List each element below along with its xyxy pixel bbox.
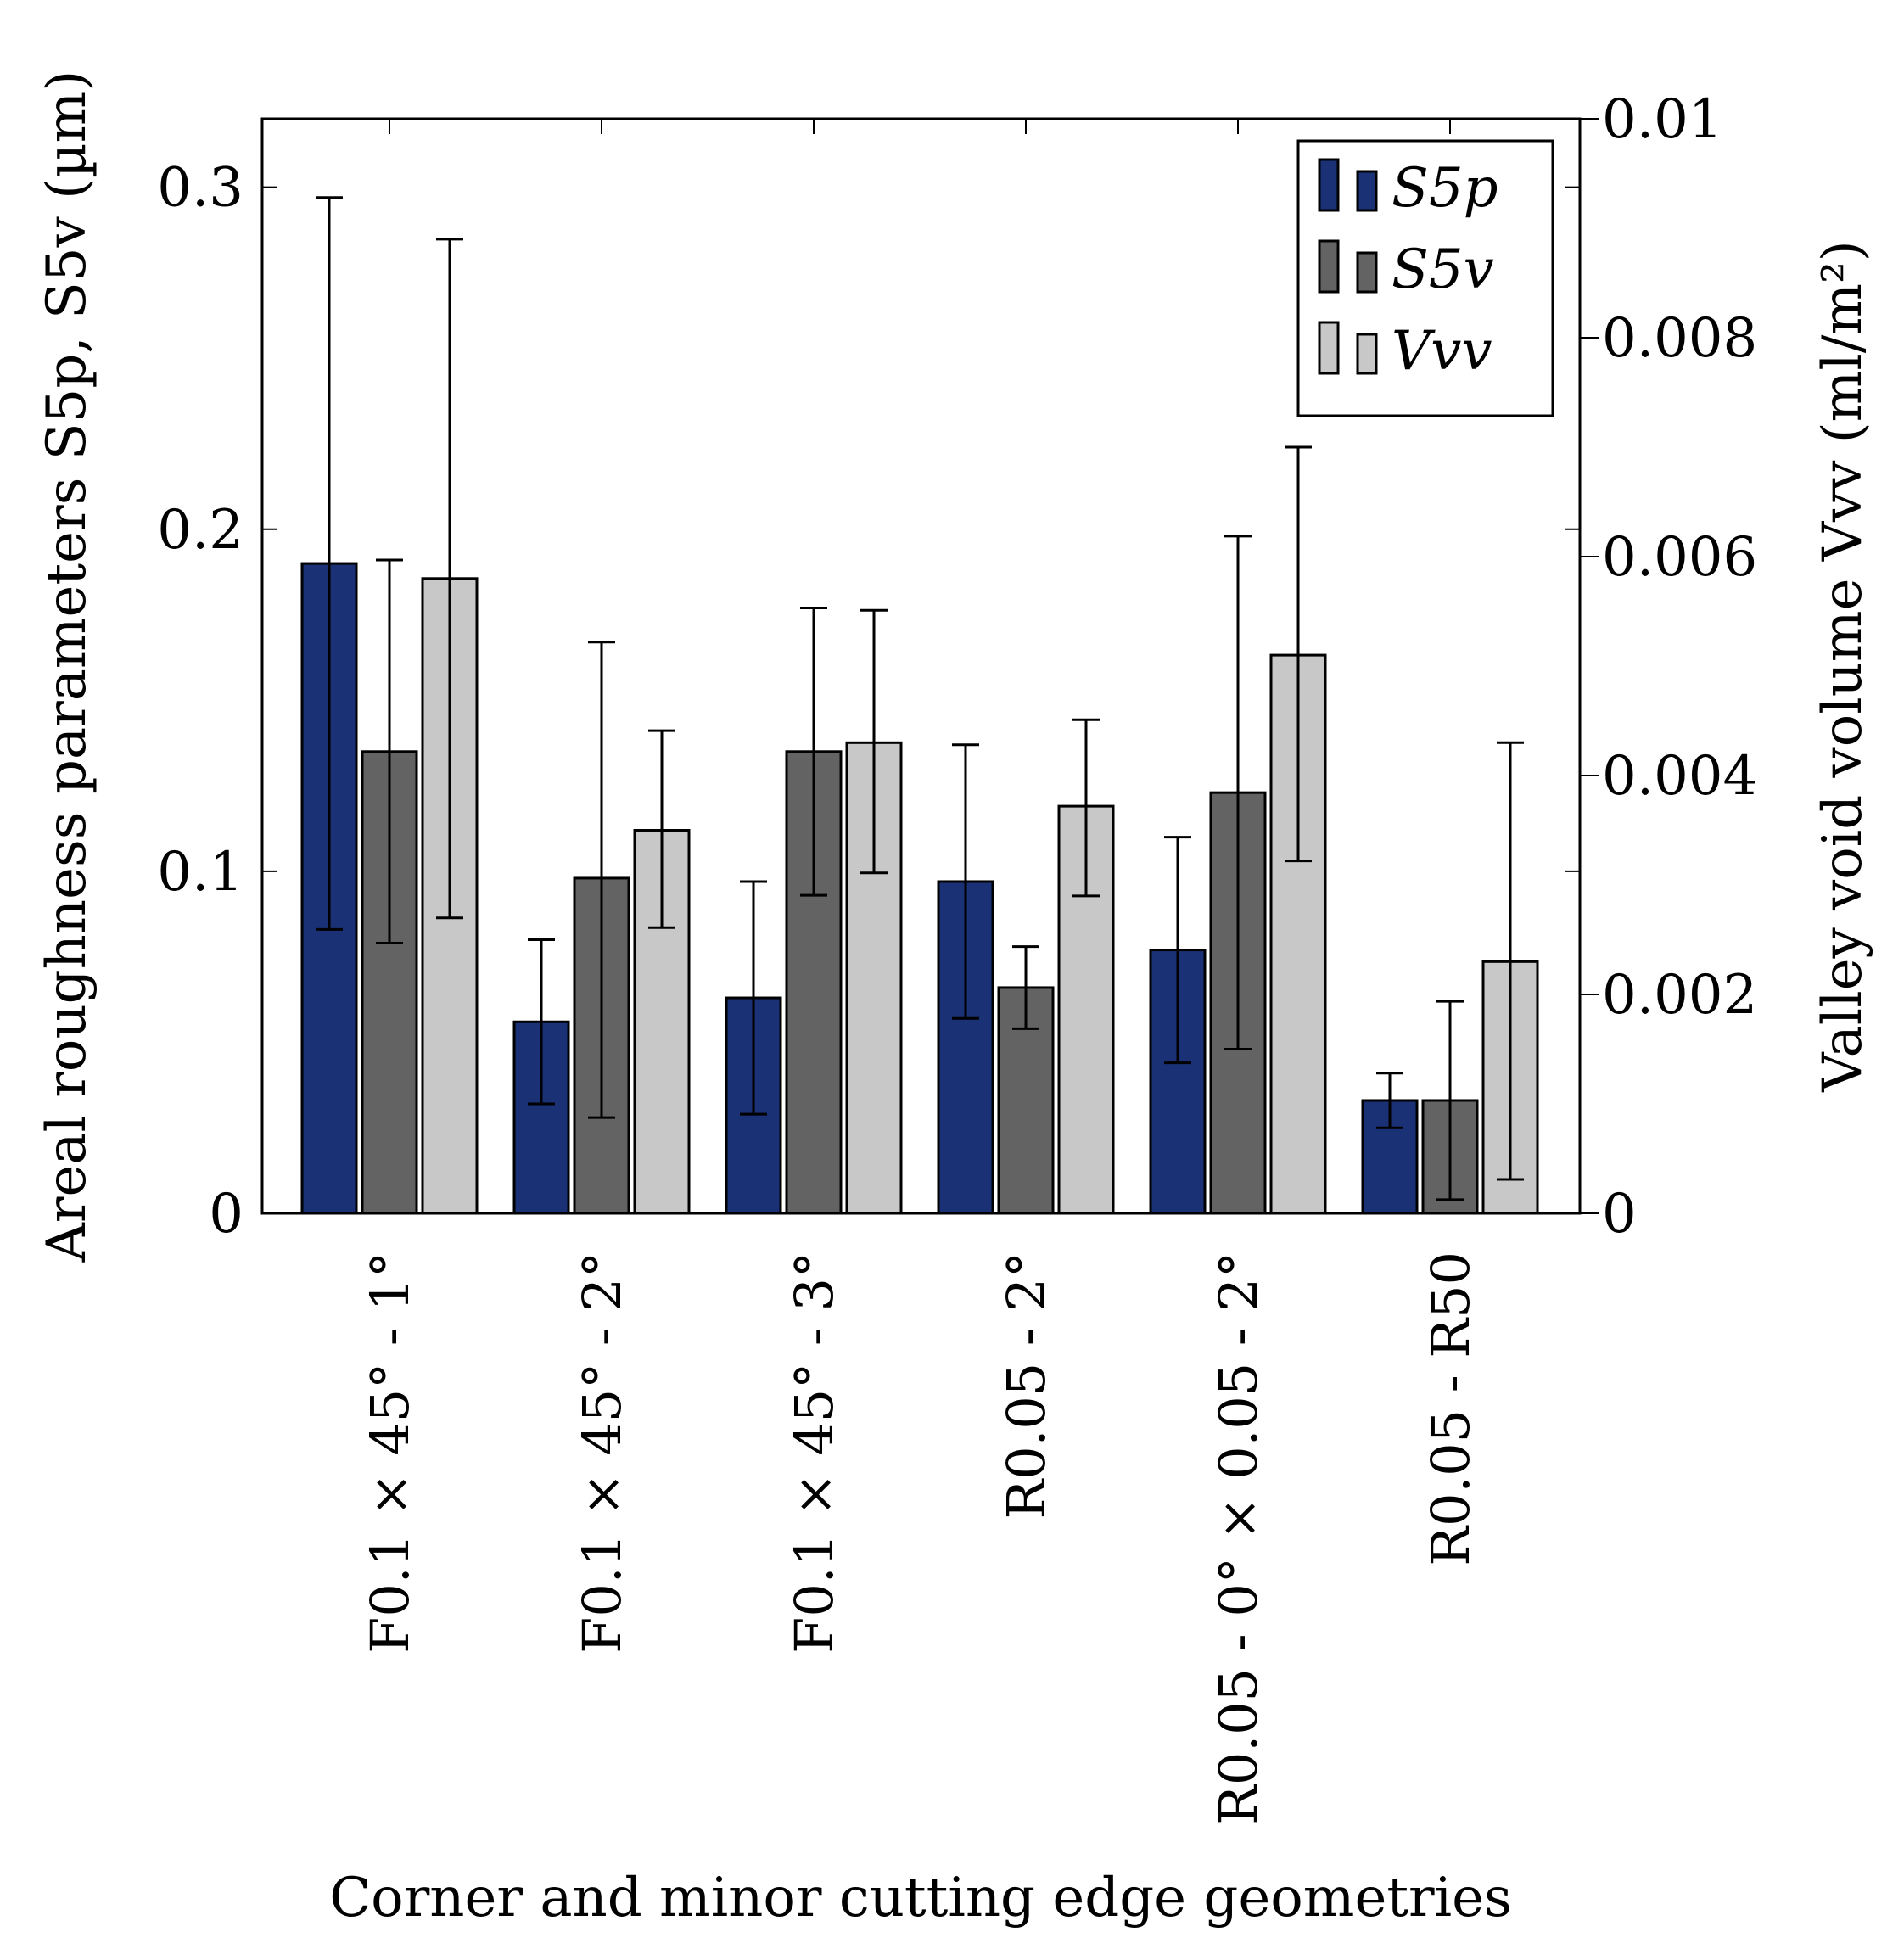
bar-s5p xyxy=(937,880,994,1215)
left-y-tick-label: 0 xyxy=(209,1183,244,1246)
category-label: R0.05 - 0° × 0.05 - 2° xyxy=(1207,1252,1269,1825)
legend-swatch-small-s5p xyxy=(1356,170,1378,212)
axis-ticks xyxy=(262,118,1599,1214)
error-bars xyxy=(316,196,1524,1201)
category-label: F0.1 × 45° - 1° xyxy=(359,1252,421,1654)
legend-swatch-small-vvv xyxy=(1356,333,1378,375)
bars xyxy=(300,562,1539,1215)
category-label: R0.05 - 2° xyxy=(995,1252,1057,1520)
legend-label-s5p: S5p xyxy=(1392,157,1498,220)
left-y-tick-labels: 0 0.1 0.2 0.3 xyxy=(157,157,244,1246)
left-y-tick-label: 0.3 xyxy=(157,157,244,220)
legend-label-vvv: Vvv xyxy=(1392,320,1492,383)
right-y-tick-label: 0 xyxy=(1602,1183,1637,1246)
right-y-tick-label: 0.01 xyxy=(1602,88,1723,151)
right-y-tick-label: 0.006 xyxy=(1602,526,1757,589)
right-y-tick-label: 0.002 xyxy=(1602,964,1757,1027)
category-label: R0.05 - R50 xyxy=(1420,1252,1481,1566)
legend-swatch-s5p xyxy=(1318,158,1340,212)
category-label: F0.1 × 45° - 2° xyxy=(571,1252,633,1654)
left-y-tick-label: 0.2 xyxy=(157,499,244,562)
right-y-tick-labels: 0 0.002 0.004 0.006 0.008 0.01 xyxy=(1602,88,1757,1246)
category-label: F0.1 × 45° - 3° xyxy=(783,1252,845,1654)
bar-s5p xyxy=(1149,949,1207,1215)
x-axis-title: Corner and minor cutting edge geometries xyxy=(329,1867,1512,1929)
right-y-tick-label: 0.008 xyxy=(1602,307,1757,370)
legend-label-s5v: S5v xyxy=(1392,238,1494,301)
legend-swatch-s5v xyxy=(1318,239,1340,294)
y-axis-title-right: Valley void volume Vvv (ml/m²) xyxy=(1812,240,1874,1092)
legend-swatch-vvv xyxy=(1318,321,1340,375)
left-y-tick-label: 0.1 xyxy=(157,841,244,904)
legend-box xyxy=(1296,139,1554,417)
legend-swatch-small-s5v xyxy=(1356,251,1378,294)
plot-frame xyxy=(260,117,1582,1215)
y-axis-title-left: Areal roughness parameters S5p, S5v (µm) xyxy=(36,70,98,1263)
right-y-tick-label: 0.004 xyxy=(1602,745,1757,808)
legend: S5p S5v Vvv xyxy=(1296,139,1554,417)
category-labels: F0.1 × 45° - 1° F0.1 × 45° - 2° F0.1 × 45°… xyxy=(359,1252,1481,1825)
